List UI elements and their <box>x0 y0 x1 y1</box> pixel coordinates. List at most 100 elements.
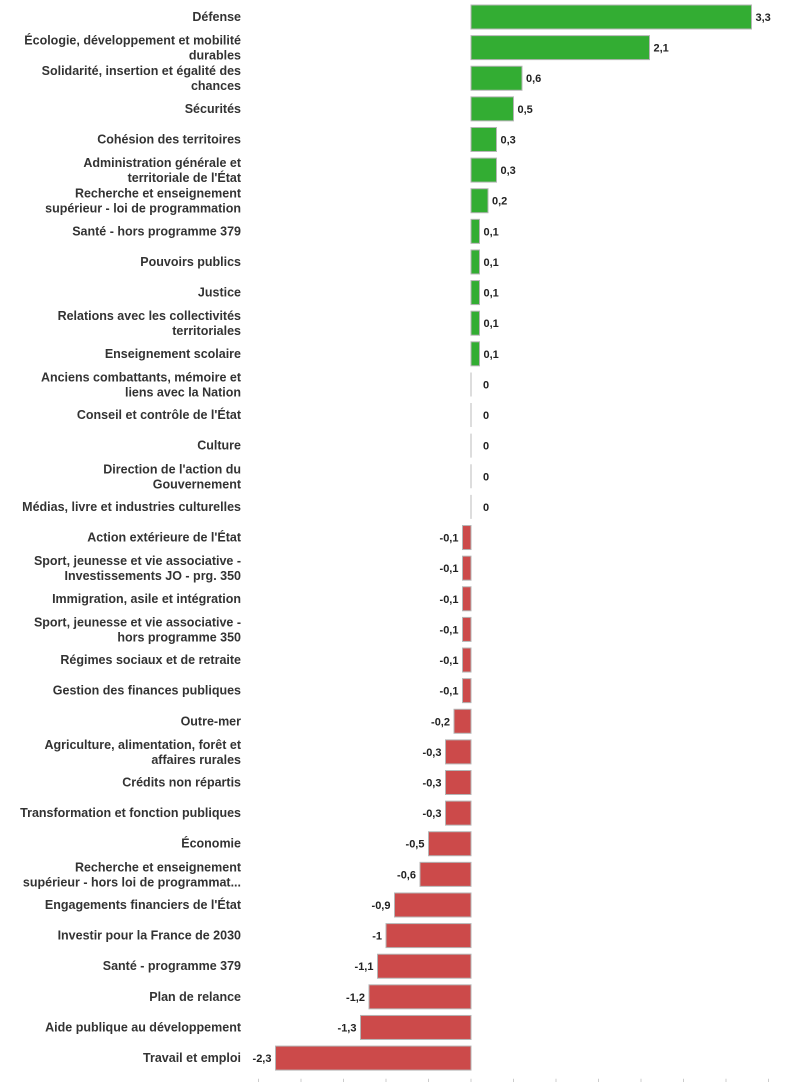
category-label: Plan de relance <box>149 990 241 1004</box>
category-label: affaires rurales <box>151 753 241 767</box>
value-label: 0,1 <box>484 349 499 361</box>
value-label: -1,3 <box>338 1022 357 1034</box>
bar <box>445 800 472 826</box>
bar <box>385 923 472 949</box>
value-label: -0,1 <box>440 655 459 667</box>
category-label: Santé - hors programme 379 <box>72 224 241 238</box>
category-label: Écologie, développement et mobilité <box>24 33 241 48</box>
category-label: Sécurités <box>185 102 241 116</box>
category-label: Transformation et fonction publiques <box>20 806 241 820</box>
category-label: Régimes sociaux et de retraite <box>60 653 241 667</box>
value-label: 0,6 <box>526 73 541 85</box>
value-label: -0,3 <box>423 808 442 820</box>
value-label: 0,2 <box>492 196 507 208</box>
bar <box>462 647 472 673</box>
category-label: Investissements JO - prg. 350 <box>65 569 242 583</box>
category-label: Agriculture, alimentation, forêt et <box>44 738 241 752</box>
category-label: Conseil et contrôle de l'État <box>77 407 242 422</box>
value-label: 0,1 <box>484 318 499 330</box>
bar <box>462 586 472 612</box>
category-label: territoriale de l'État <box>128 170 242 185</box>
bar <box>470 96 514 122</box>
value-label: 0 <box>483 379 489 391</box>
bar <box>470 188 489 214</box>
category-label: Direction de l'action du <box>103 462 241 476</box>
bar <box>470 280 480 306</box>
value-label: -0,1 <box>440 563 459 575</box>
bar <box>470 218 480 244</box>
bar <box>394 892 472 918</box>
category-label: Santé - programme 379 <box>103 959 241 973</box>
value-label: 0,3 <box>501 134 516 146</box>
value-label: 0,3 <box>501 165 516 177</box>
category-label: Défense <box>192 10 241 24</box>
category-label: Pouvoirs publics <box>140 255 241 269</box>
value-label: 0,5 <box>518 104 533 116</box>
value-label: -0,5 <box>406 839 425 851</box>
bar <box>470 35 650 61</box>
category-label: supérieur - loi de programmation <box>45 202 241 216</box>
bar <box>419 861 472 887</box>
bar <box>462 555 472 581</box>
value-label: 0 <box>483 502 489 514</box>
value-label: -0,1 <box>440 686 459 698</box>
category-label: Gouvernement <box>153 477 242 491</box>
bar <box>453 708 472 734</box>
bar <box>445 770 472 795</box>
value-label: 0,1 <box>484 257 499 269</box>
value-label: 0 <box>483 410 489 422</box>
category-label: Investir pour la France de 2030 <box>58 929 241 943</box>
bar <box>470 341 480 367</box>
category-label: Recherche et enseignement <box>75 187 242 201</box>
value-label: -0,3 <box>423 747 442 759</box>
category-label: Crédits non répartis <box>122 776 241 790</box>
value-label: -0,2 <box>431 716 450 728</box>
category-label: Médias, livre et industries culturelles <box>22 500 241 514</box>
bar <box>470 126 497 152</box>
category-label: chances <box>191 79 241 93</box>
value-label: -1,1 <box>355 961 374 973</box>
bar <box>462 616 472 642</box>
category-label: Administration générale et <box>83 156 242 170</box>
category-label: supérieur - hors loi de programmat... <box>23 875 241 889</box>
bar <box>275 1045 472 1071</box>
bar <box>428 831 472 857</box>
value-label: -0,6 <box>397 869 416 881</box>
category-label: durables <box>189 49 241 63</box>
category-label: Travail et emploi <box>143 1051 241 1065</box>
category-label: Culture <box>197 439 241 453</box>
category-label: territoriales <box>172 324 241 338</box>
category-label: hors programme 350 <box>117 630 241 644</box>
category-label: Sport, jeunesse et vie associative - <box>34 615 241 629</box>
value-label: -0,3 <box>423 778 442 790</box>
value-label: 0,1 <box>484 226 499 238</box>
bar <box>445 739 472 765</box>
value-label: 2,1 <box>654 43 669 55</box>
value-label: 3,3 <box>756 12 771 24</box>
bar <box>377 953 472 979</box>
category-label: Sport, jeunesse et vie associative - <box>34 554 241 568</box>
bar <box>470 310 480 336</box>
value-label: -0,1 <box>440 533 459 545</box>
category-label: Anciens combattants, mémoire et <box>41 370 242 384</box>
category-label: Économie <box>181 836 241 851</box>
bar <box>368 984 472 1010</box>
category-label: Immigration, asile et intégration <box>52 592 241 606</box>
bar <box>470 65 523 91</box>
value-label: 0,1 <box>484 288 499 300</box>
bar <box>470 249 480 275</box>
value-label: -0,1 <box>440 594 459 606</box>
category-label: Justice <box>198 286 241 300</box>
value-label: -1,2 <box>346 992 365 1004</box>
bar <box>462 678 472 704</box>
bar <box>470 4 752 30</box>
category-label: Action extérieure de l'État <box>87 530 242 545</box>
category-label: liens avec la Nation <box>125 385 241 399</box>
value-label: -0,9 <box>372 900 391 912</box>
category-label: Gestion des finances publiques <box>53 684 241 698</box>
value-label: -1 <box>372 931 382 943</box>
category-label: Recherche et enseignement <box>75 860 242 874</box>
value-label: 0 <box>483 471 489 483</box>
category-label: Engagements financiers de l'État <box>45 897 242 912</box>
